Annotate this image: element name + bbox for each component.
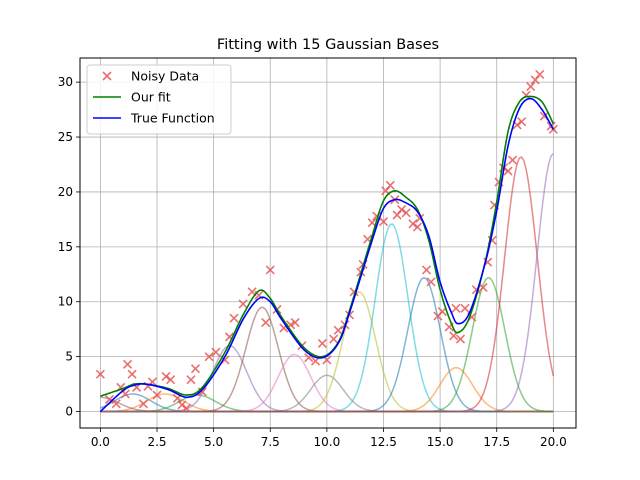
data-point-18 bbox=[190, 364, 201, 374]
data-point-21 bbox=[211, 347, 221, 357]
data-point-13 bbox=[166, 375, 176, 385]
data-point-62 bbox=[437, 307, 447, 317]
data-point-29 bbox=[265, 265, 275, 275]
data-point-79 bbox=[517, 117, 527, 127]
fit-line bbox=[100, 95, 555, 397]
data-point-86 bbox=[548, 124, 558, 134]
data-point-83 bbox=[535, 69, 545, 80]
basis-functions bbox=[100, 153, 555, 413]
data-point-49 bbox=[378, 217, 389, 227]
data-point-5 bbox=[122, 359, 133, 369]
data-point-40 bbox=[333, 325, 343, 335]
data-point-55 bbox=[401, 208, 411, 218]
legend-marker-noisy-data bbox=[102, 71, 112, 81]
basis-curve-14 bbox=[100, 396, 554, 413]
data-point-56 bbox=[408, 219, 418, 229]
x-tick-label-2: 5.0 bbox=[204, 435, 223, 449]
y-tick-label-5: 25 bbox=[58, 130, 73, 144]
legend: Noisy Data Our fit True Function bbox=[86, 64, 232, 135]
data-point-6 bbox=[127, 369, 137, 379]
y-axis-ticks: 0 5 10 15 20 25 30 bbox=[58, 75, 80, 419]
y-tick-label-2: 10 bbox=[58, 295, 73, 309]
data-point-0 bbox=[95, 369, 105, 379]
x-tick-label-8: 20.0 bbox=[540, 435, 567, 449]
data-point-20 bbox=[204, 352, 214, 362]
data-point-25 bbox=[238, 299, 248, 309]
true-function-line bbox=[99, 97, 555, 413]
x-tick-label-7: 17.5 bbox=[483, 435, 510, 449]
data-point-81 bbox=[526, 81, 536, 92]
x-tick-label-5: 12.5 bbox=[370, 435, 397, 449]
data-point-77 bbox=[508, 155, 518, 165]
data-point-37 bbox=[317, 338, 327, 349]
data-point-59 bbox=[421, 265, 432, 275]
x-tick-label-6: 15.0 bbox=[427, 435, 454, 449]
data-point-65 bbox=[451, 303, 461, 313]
data-point-11 bbox=[152, 390, 162, 400]
y-tick-label-0: 0 bbox=[65, 405, 73, 419]
legend-label-1: Our fit bbox=[131, 90, 171, 105]
data-point-12 bbox=[161, 371, 171, 381]
data-point-39 bbox=[329, 334, 339, 344]
data-point-24 bbox=[229, 313, 239, 323]
data-point-2 bbox=[111, 399, 121, 409]
data-point-8 bbox=[138, 399, 148, 409]
data-point-16 bbox=[181, 403, 192, 413]
data-point-54 bbox=[397, 204, 407, 215]
data-point-1 bbox=[104, 394, 115, 405]
y-tick-label-6: 30 bbox=[58, 75, 73, 89]
true-function-line-layer bbox=[99, 97, 555, 413]
legend-label-2: True Function bbox=[130, 111, 215, 126]
y-tick-label-1: 5 bbox=[65, 350, 73, 364]
data-point-17 bbox=[186, 375, 196, 385]
y-tick-label-3: 15 bbox=[58, 240, 73, 254]
data-point-66 bbox=[455, 334, 466, 344]
y-tick-label-4: 20 bbox=[58, 185, 73, 199]
x-tick-label-3: 7.5 bbox=[261, 435, 280, 449]
data-point-15 bbox=[177, 400, 187, 410]
fit-line-layer bbox=[100, 95, 555, 397]
x-tick-label-0: 0.0 bbox=[91, 435, 110, 449]
data-point-70 bbox=[478, 282, 488, 293]
x-tick-label-4: 10.0 bbox=[314, 435, 341, 449]
plot-frame bbox=[79, 57, 577, 429]
legend-label-0: Noisy Data bbox=[131, 69, 199, 84]
legend-box bbox=[86, 64, 232, 135]
data-point-28 bbox=[261, 318, 271, 328]
data-point-33 bbox=[290, 318, 300, 328]
data-point-67 bbox=[460, 303, 470, 313]
data-point-57 bbox=[412, 222, 423, 232]
data-point-51 bbox=[385, 180, 395, 190]
data-point-60 bbox=[426, 277, 436, 287]
data-point-76 bbox=[503, 166, 513, 176]
chart-title: Fitting with 15 Gaussian Bases bbox=[217, 37, 439, 53]
x-tick-label-1: 2.5 bbox=[147, 435, 166, 449]
x-axis-ticks: 0.0 2.5 5.0 7.5 10.0 12.5 15.0 17.5 20.0 bbox=[91, 428, 567, 449]
